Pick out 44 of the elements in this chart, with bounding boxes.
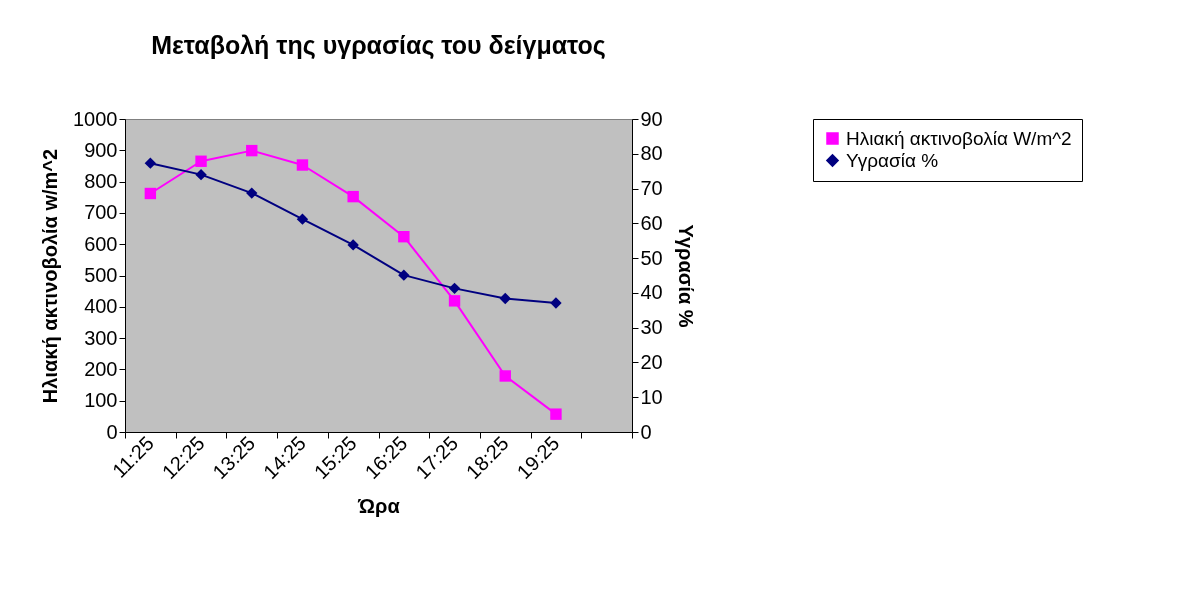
x-axis-title: Ώρα: [357, 494, 401, 517]
y2-tick-label: 70: [640, 177, 663, 200]
y2-tick-label: 80: [640, 142, 663, 165]
point: [550, 297, 562, 309]
y-tick-label: 400: [84, 295, 118, 318]
point: [195, 155, 207, 167]
y2-tick-label: 10: [640, 385, 663, 408]
y2-tick-label: 20: [640, 350, 663, 373]
y-tick-label: 600: [84, 232, 118, 255]
y-tick-label: 800: [84, 170, 118, 193]
y-tick-label: 900: [84, 138, 118, 161]
y-tick-label: 300: [84, 326, 118, 349]
point: [144, 157, 157, 169]
y2-tick-label: 0: [640, 420, 652, 443]
y-tick-label: 1000: [73, 107, 118, 130]
point: [448, 282, 461, 295]
point: [398, 230, 410, 243]
point: [347, 190, 359, 203]
y-tick-label: 700: [84, 201, 118, 224]
point: [246, 144, 258, 157]
point: [347, 239, 359, 251]
y2-tick-label: 50: [640, 246, 663, 269]
y2-axis-title: Υγρασία %: [674, 224, 697, 328]
point: [398, 269, 410, 281]
point: [246, 187, 258, 199]
point: [448, 295, 461, 307]
chart-title: Μεταβολή της υγρασίας του δείγματος: [151, 31, 606, 60]
point: [195, 168, 207, 181]
y2-tick-label: 40: [640, 281, 663, 304]
y-tick-label: 500: [84, 264, 118, 286]
legend-label: Ηλιακή ακτινοβολία W/m^2: [846, 127, 1072, 149]
y2-tick-label: 60: [640, 211, 663, 234]
point: [499, 370, 511, 382]
point: [296, 159, 309, 171]
y-axis-title: Ηλιακή ακτινοβολία w/m^2: [39, 148, 62, 404]
y-tick-label: 100: [84, 389, 118, 412]
y-tick-label: 200: [84, 357, 118, 380]
point: [296, 213, 309, 225]
y2-tick-label: 30: [640, 316, 663, 339]
point: [550, 408, 562, 420]
y2-tick-label: 90: [640, 107, 663, 130]
legend-label: Υγρασία %: [846, 149, 939, 171]
point: [499, 292, 511, 305]
point: [144, 187, 157, 200]
